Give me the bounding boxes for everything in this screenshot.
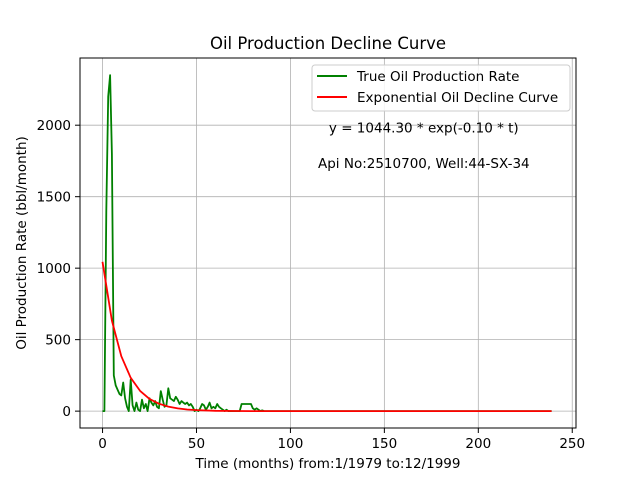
- y-axis-label: Oil Production Rate (bbl/month): [14, 136, 30, 350]
- plot-area-frame: [79, 57, 577, 429]
- annotation-well-info: Api No:2510700, Well:44-SX-34: [318, 156, 530, 172]
- series-line-true-rate: [102, 74, 552, 413]
- x-tick-label: 200: [465, 436, 491, 452]
- x-tick-label: 150: [371, 436, 397, 452]
- y-tick-label: 2000: [37, 118, 71, 134]
- legend: True Oil Production Rate Exponential Oil…: [311, 64, 571, 112]
- legend-box: [311, 64, 571, 112]
- y-tick-label: 1000: [37, 261, 71, 277]
- x-tick-label: 250: [559, 436, 585, 452]
- y-tick-label: 1500: [37, 190, 71, 206]
- y-tick-label: 0: [62, 404, 71, 420]
- y-tick-label: 500: [45, 333, 71, 349]
- plot-series: [101, 74, 552, 413]
- annotations: y = 1044.30 * exp(-0.10 * t) Api No:25107…: [318, 120, 530, 172]
- x-axis-label: Time (months) from:1/1979 to:12/1999: [195, 456, 461, 472]
- x-tick-label: 0: [98, 436, 107, 452]
- axis-ticks: 0 50 100 150 200 250 0 500 1000 1500 2000: [37, 118, 585, 452]
- series-line-decline-curve: [101, 261, 552, 413]
- x-tick-label: 100: [278, 436, 304, 452]
- chart-title: Oil Production Decline Curve: [210, 34, 446, 53]
- legend-label-true-rate: True Oil Production Rate: [356, 69, 519, 85]
- legend-label-decline-curve: Exponential Oil Decline Curve: [357, 90, 558, 106]
- x-tick-label: 50: [188, 436, 205, 452]
- annotation-equation: y = 1044.30 * exp(-0.10 * t): [329, 120, 519, 136]
- grid-lines: [80, 58, 576, 428]
